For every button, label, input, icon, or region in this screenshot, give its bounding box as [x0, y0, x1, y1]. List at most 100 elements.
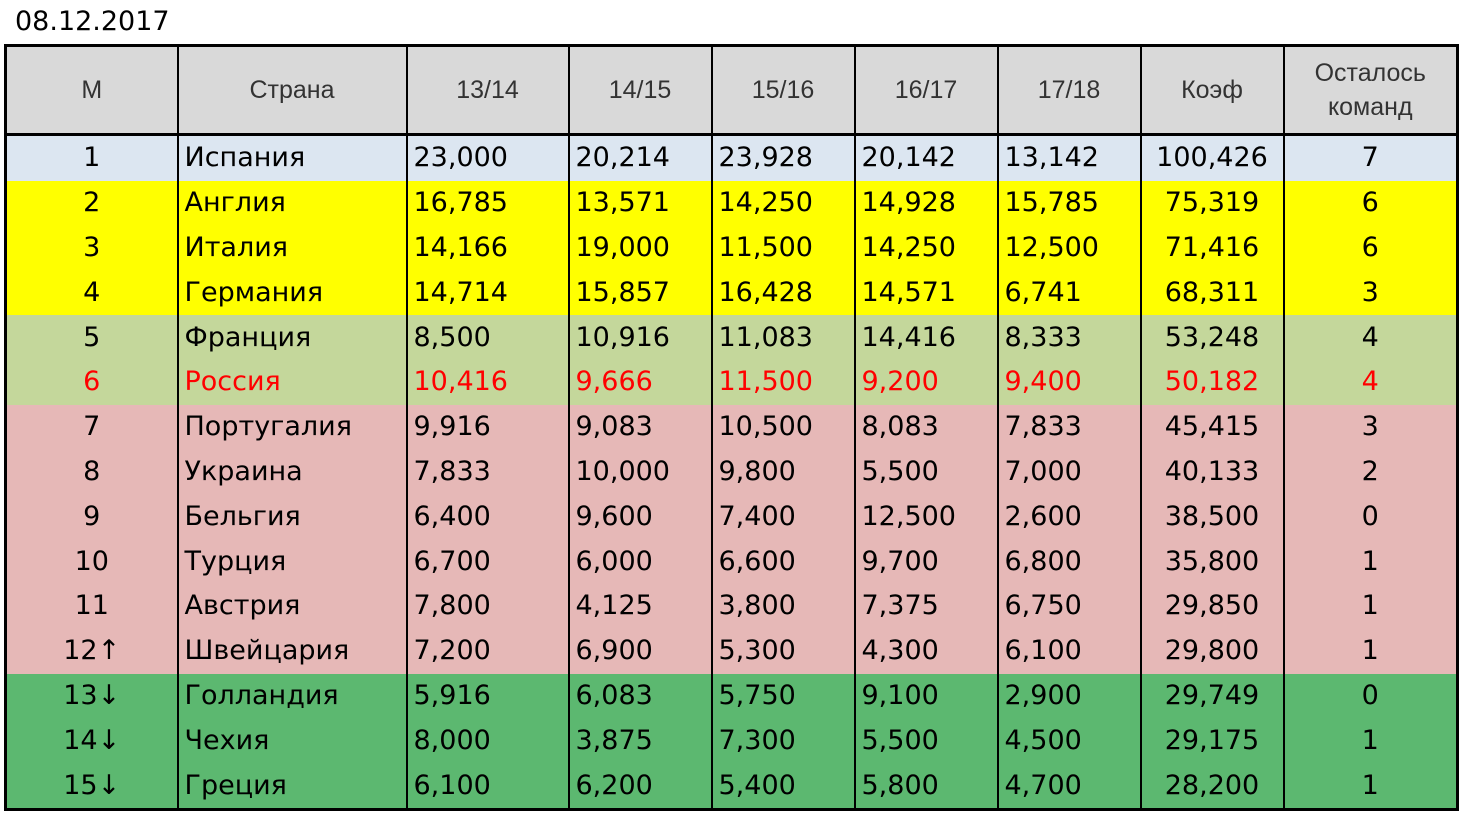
cell-season-1718: 7,833: [996, 404, 1142, 450]
cell-season-1718: 2,900: [996, 673, 1142, 719]
cell-teams-remaining: 1: [1282, 763, 1459, 810]
cell-season-1314: 14,166: [405, 225, 570, 271]
cell-season-1617: 14,928: [853, 180, 999, 226]
cell-country: Чехия: [176, 718, 408, 764]
cell-rank: 9: [4, 494, 179, 540]
cell-season-1516: 3,800: [710, 583, 856, 629]
cell-season-1718: 15,785: [996, 180, 1142, 226]
cell-rank: 10: [4, 539, 179, 584]
cell-coefficient: 45,415: [1139, 404, 1285, 450]
table-row: 1 Испания 23,000 20,214 23,928 20,142 13,142 10…: [4, 134, 1459, 181]
cell-rank: 5: [4, 315, 179, 360]
cell-season-1415: 6,000: [567, 539, 713, 584]
table-row: 5 Франция 8,500 10,916 11,083 14,416 8,333 53,2…: [4, 315, 1459, 360]
cell-teams-remaining: 3: [1282, 404, 1459, 450]
cell-season-1415: 10,000: [567, 449, 713, 495]
cell-season-1617: 4,300: [853, 628, 999, 674]
cell-rank: 1: [4, 134, 179, 181]
cell-teams-remaining: 6: [1282, 225, 1459, 271]
cell-teams-remaining: 4: [1282, 359, 1459, 405]
cell-rank: 3: [4, 225, 179, 271]
table-row: 9 Бельгия 6,400 9,600 7,400 12,500 2,600 38,500…: [4, 494, 1459, 540]
cell-teams-remaining: 1: [1282, 583, 1459, 629]
table-row: 7 Португалия 9,916 9,083 10,500 8,083 7,833 45,…: [4, 404, 1459, 450]
cell-season-1314: 14,714: [405, 270, 570, 316]
cell-coefficient: 38,500: [1139, 494, 1285, 540]
header-row: М Страна 13/14 14/15 15/16 16/17 17/18 К…: [4, 45, 1459, 136]
header-rank: М: [4, 45, 179, 136]
cell-coefficient: 35,800: [1139, 539, 1285, 584]
cell-teams-remaining: 1: [1282, 628, 1459, 674]
uefa-coefficient-table: М Страна 13/14 14/15 15/16 16/17 17/18 К…: [4, 44, 1459, 811]
cell-season-1617: 9,700: [853, 539, 999, 584]
cell-coefficient: 29,800: [1139, 628, 1285, 674]
cell-season-1516: 16,428: [710, 270, 856, 316]
cell-season-1617: 12,500: [853, 494, 999, 540]
cell-teams-remaining: 1: [1282, 539, 1459, 584]
cell-season-1314: 9,916: [405, 404, 570, 450]
cell-season-1617: 14,250: [853, 225, 999, 271]
cell-country: Россия: [176, 359, 408, 405]
cell-season-1617: 9,200: [853, 359, 999, 405]
cell-rank: 13↓: [4, 673, 179, 719]
cell-season-1516: 23,928: [710, 134, 856, 181]
cell-country: Австрия: [176, 583, 408, 629]
cell-season-1718: 6,741: [996, 270, 1142, 316]
cell-season-1718: 9,400: [996, 359, 1142, 405]
cell-coefficient: 68,311: [1139, 270, 1285, 316]
header-country: Страна: [176, 45, 408, 136]
cell-coefficient: 29,749: [1139, 673, 1285, 719]
cell-season-1617: 5,800: [853, 763, 999, 810]
cell-rank: 2: [4, 180, 179, 226]
cell-season-1314: 5,916: [405, 673, 570, 719]
cell-teams-remaining: 0: [1282, 494, 1459, 540]
cell-season-1516: 10,500: [710, 404, 856, 450]
cell-country: Голландия: [176, 673, 408, 719]
cell-season-1718: 6,750: [996, 583, 1142, 629]
cell-country: Италия: [176, 225, 408, 271]
cell-season-1415: 20,214: [567, 134, 713, 181]
table-row: 11 Австрия 7,800 4,125 3,800 7,375 6,750 29,850…: [4, 583, 1459, 629]
report-date: 08.12.2017: [15, 6, 170, 37]
cell-season-1415: 9,600: [567, 494, 713, 540]
header-teams-remaining: Осталось команд: [1282, 45, 1459, 136]
cell-season-1718: 12,500: [996, 225, 1142, 271]
cell-coefficient: 100,426: [1139, 134, 1285, 181]
cell-season-1718: 8,333: [996, 315, 1142, 360]
cell-country: Греция: [176, 763, 408, 810]
cell-season-1516: 7,300: [710, 718, 856, 764]
cell-country: Бельгия: [176, 494, 408, 540]
header-coefficient: Коэф: [1139, 45, 1285, 136]
cell-season-1314: 6,400: [405, 494, 570, 540]
cell-season-1718: 6,100: [996, 628, 1142, 674]
cell-rank: 6: [4, 359, 179, 405]
cell-season-1516: 5,300: [710, 628, 856, 674]
cell-rank: 12↑: [4, 628, 179, 674]
cell-coefficient: 28,200: [1139, 763, 1285, 810]
cell-coefficient: 53,248: [1139, 315, 1285, 360]
cell-season-1415: 15,857: [567, 270, 713, 316]
cell-coefficient: 75,319: [1139, 180, 1285, 226]
cell-season-1516: 11,500: [710, 359, 856, 405]
header-season-1415: 14/15: [567, 45, 713, 136]
cell-season-1617: 7,375: [853, 583, 999, 629]
cell-season-1718: 6,800: [996, 539, 1142, 584]
cell-season-1415: 13,571: [567, 180, 713, 226]
cell-season-1314: 7,800: [405, 583, 570, 629]
cell-season-1314: 6,100: [405, 763, 570, 810]
cell-country: Испания: [176, 134, 408, 181]
cell-season-1415: 6,200: [567, 763, 713, 810]
cell-season-1617: 9,100: [853, 673, 999, 719]
cell-coefficient: 29,175: [1139, 718, 1285, 764]
cell-country: Франция: [176, 315, 408, 360]
cell-season-1314: 23,000: [405, 134, 570, 181]
cell-season-1314: 6,700: [405, 539, 570, 584]
table-row: 3 Италия 14,166 19,000 11,500 14,250 12,500 71,…: [4, 225, 1459, 271]
cell-country: Турция: [176, 539, 408, 584]
cell-country: Украина: [176, 449, 408, 495]
table-row: 4 Германия 14,714 15,857 16,428 14,571 6,741 68…: [4, 270, 1459, 316]
cell-rank: 4: [4, 270, 179, 316]
header-season-1617: 16/17: [853, 45, 999, 136]
cell-teams-remaining: 0: [1282, 673, 1459, 719]
cell-teams-remaining: 7: [1282, 134, 1459, 181]
